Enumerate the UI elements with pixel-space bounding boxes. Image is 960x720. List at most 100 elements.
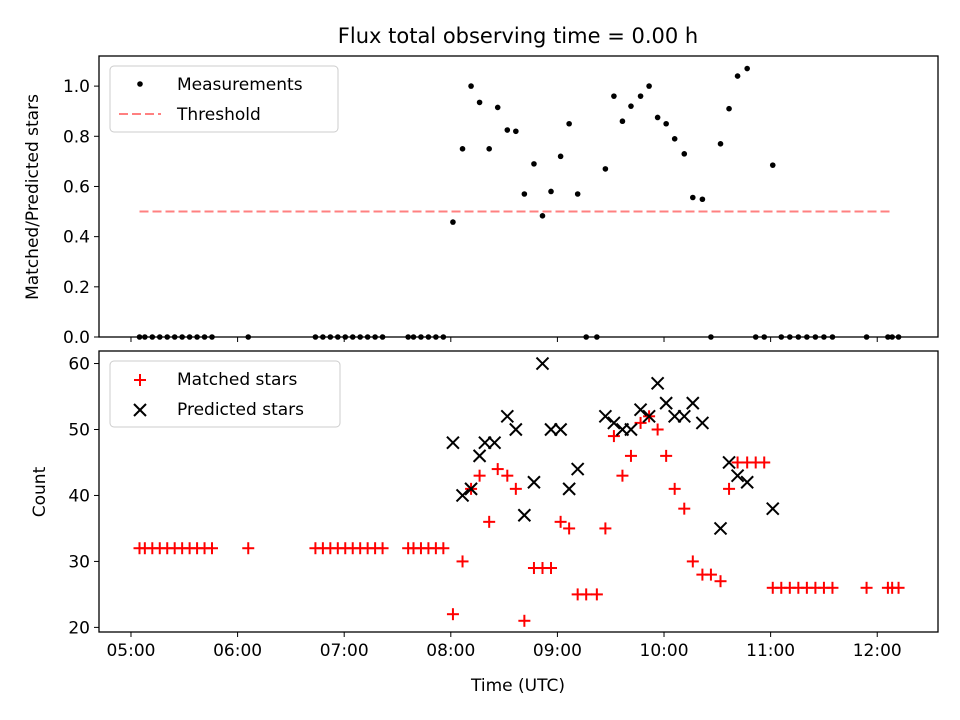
top-ylabel: Matched/Predicted stars: [23, 94, 43, 300]
matched-star-point: [554, 515, 567, 528]
top-ytick-label: 0.6: [63, 177, 90, 197]
predicted-star-point: [624, 422, 638, 437]
measurement-point: [494, 104, 501, 111]
top-ytick-label: 0.2: [63, 278, 90, 298]
measurement-point: [726, 105, 732, 112]
bottom-legend: Matched stars Predicted stars: [109, 360, 341, 428]
bottom-ytick-label: 30: [68, 552, 90, 572]
predicted-star-point: [570, 462, 585, 476]
matched-star-point: [437, 542, 450, 555]
measurement-point: [611, 93, 617, 99]
top-legend: Measurements Threshold: [109, 65, 339, 133]
predicted-star-point: [472, 449, 487, 463]
predicted-star-point: [464, 482, 478, 496]
matched-star-point: [860, 581, 873, 594]
matched-star-point: [599, 522, 612, 535]
measurement-point: [513, 128, 519, 135]
predicted-star-point: [446, 435, 460, 450]
bottom-xtick-label: 06:00: [213, 641, 262, 661]
measurement-point: [602, 166, 609, 172]
predicted-star-point: [740, 475, 754, 489]
matched-star-point: [590, 588, 603, 601]
measurement-point: [663, 120, 669, 127]
matched-star-point: [624, 449, 637, 462]
bottom-ytick-label: 60: [68, 355, 90, 375]
top-axes-frame: [98, 55, 939, 338]
measurement-point: [681, 151, 688, 157]
matched-star-point: [242, 542, 255, 555]
bottom-ytick-label: 20: [68, 618, 90, 638]
matched-star-point: [678, 502, 691, 515]
matched-star-point: [686, 555, 699, 568]
measurement-point: [628, 103, 634, 109]
measurement-point: [690, 194, 696, 201]
predicted-star-point: [642, 409, 656, 424]
predicted-star-point: [730, 468, 745, 483]
top-ytick-label: 0.8: [63, 127, 90, 147]
top-ytick-label: 1.0: [63, 77, 90, 97]
bottom-xtick-label: 08:00: [426, 641, 475, 661]
measurement-point: [504, 127, 511, 133]
predicted-star-point: [695, 416, 710, 430]
predicted-star-point: [509, 422, 523, 437]
bottom-panel: Count Time (UTC) 20 30 40 50 60 05:00 06:00 07:…: [30, 350, 939, 696]
matched-star-point: [456, 555, 469, 568]
matched-star-point: [704, 568, 717, 581]
predicted-star-point: [650, 376, 665, 391]
top-ytick-label: 0.0: [63, 328, 90, 348]
predicted-star-point: [500, 409, 515, 424]
bottom-ticks: 20 30 40 50 60 05:00 06:00 07:00 08:00 09:00 10:00…: [68, 355, 901, 661]
measurement-point: [734, 73, 741, 79]
measurement-point: [450, 219, 456, 225]
matched-star-point: [758, 456, 771, 469]
matched-star-point: [723, 482, 736, 495]
measurement-point: [486, 146, 492, 152]
matched-star-point: [545, 562, 558, 575]
predicted-star-point: [607, 416, 621, 430]
bottom-xtick-label: 09:00: [533, 641, 582, 661]
bottom-legend-box: [109, 360, 341, 428]
legend-measurements-marker: [137, 81, 143, 87]
matched-star-point: [501, 469, 514, 482]
measurement-point: [574, 191, 581, 197]
predicted-star-point: [544, 422, 558, 437]
matched-star-point: [563, 522, 576, 535]
predicted-star-point: [487, 435, 502, 450]
measurement-point: [548, 188, 554, 195]
predicted-star-point: [478, 435, 492, 450]
matched-star-point: [509, 482, 522, 495]
predicted-star-point: [517, 508, 532, 522]
predicted-star-point: [598, 409, 613, 424]
matched-star-point: [607, 430, 620, 443]
bottom-ytick-label: 40: [68, 486, 90, 506]
matched-star-point: [826, 581, 839, 594]
legend-matched-label: Matched stars: [177, 370, 297, 390]
measurement-point: [539, 213, 546, 219]
top-panel: Flux total observing time = 0.00 h Match…: [23, 24, 939, 348]
predicted-star-point: [659, 396, 673, 410]
matched-star-point: [660, 449, 673, 462]
measurement-point: [566, 120, 572, 127]
matched-star-point: [491, 463, 504, 476]
predicted-star-point: [562, 482, 576, 496]
measurement-point: [744, 65, 750, 72]
matched-star-point: [714, 575, 727, 588]
measurement-point: [459, 146, 466, 152]
predicted-star-point: [527, 475, 541, 489]
matched-star-point: [518, 614, 531, 627]
measurement-point: [769, 162, 776, 168]
legend-measurements-label: Measurements: [177, 75, 303, 95]
bottom-axes-frame: [98, 350, 939, 633]
measurement-point: [717, 141, 724, 147]
bottom-xtick-label: 11:00: [746, 641, 795, 661]
bottom-ytick-label: 50: [68, 420, 90, 440]
matched-star-point: [483, 515, 496, 528]
predicted-star-point: [713, 521, 728, 536]
predicted-star-point: [553, 422, 568, 437]
matched-star-point: [634, 416, 647, 429]
matched-star-point: [376, 542, 389, 555]
matched-star-point: [616, 469, 629, 482]
measurement-point: [699, 196, 706, 203]
measurement-point: [557, 153, 564, 160]
